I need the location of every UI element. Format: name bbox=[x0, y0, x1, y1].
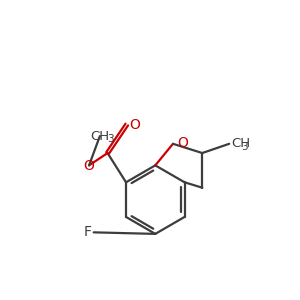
Text: 3: 3 bbox=[242, 142, 248, 152]
Text: O: O bbox=[129, 118, 140, 132]
Text: 3: 3 bbox=[108, 134, 114, 144]
Text: CH: CH bbox=[231, 137, 250, 150]
Text: O: O bbox=[177, 136, 188, 150]
Text: F: F bbox=[83, 225, 92, 239]
Text: CH: CH bbox=[90, 130, 110, 142]
Text: O: O bbox=[84, 159, 94, 173]
